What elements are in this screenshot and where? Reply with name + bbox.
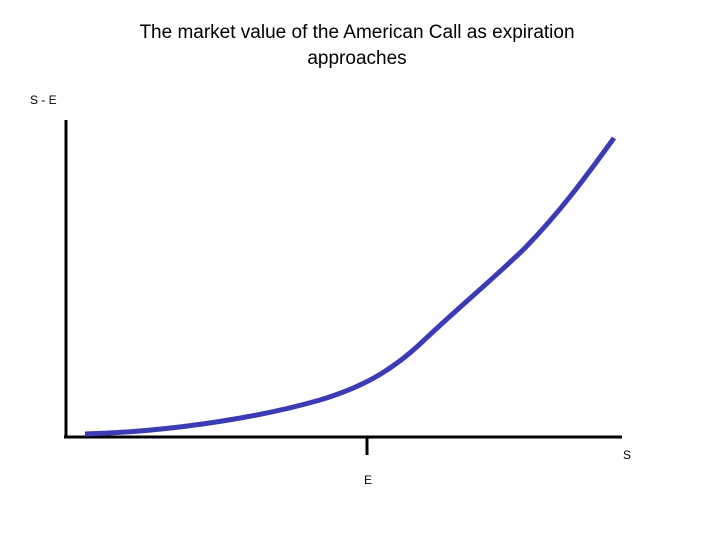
strike-label: E [364,473,372,487]
x-axis-label: S [623,448,631,462]
call-value-curve [84,136,617,437]
y-axis-label: S - E [30,93,57,107]
diagram-title: The market value of the American Call as… [139,22,575,69]
